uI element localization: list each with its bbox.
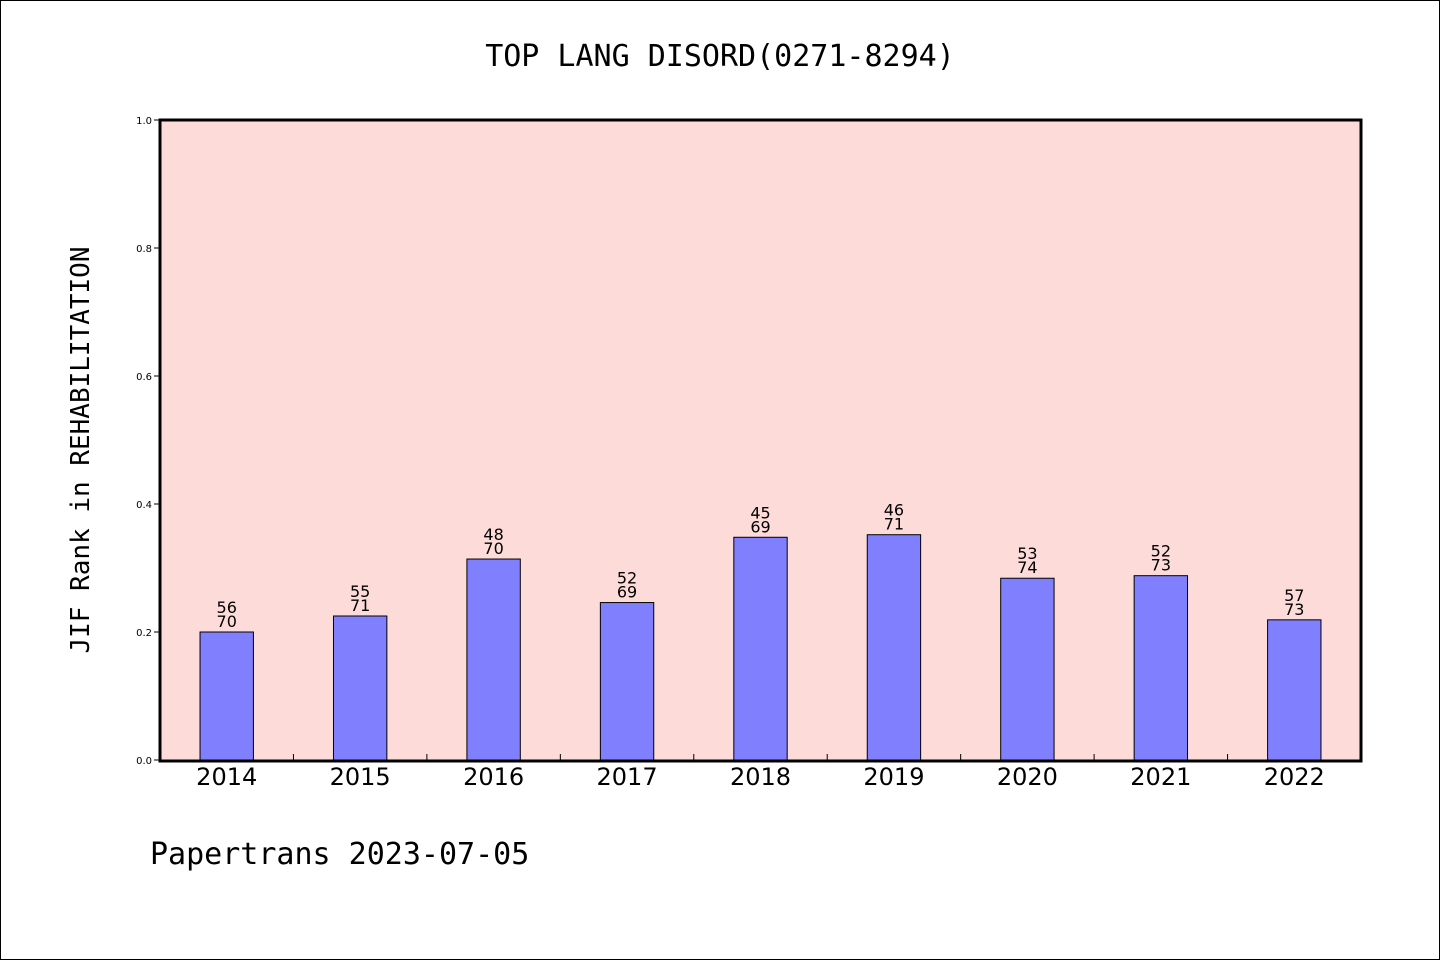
bar-2016 [466, 558, 521, 761]
bar-total-label: 70 [217, 612, 237, 631]
bar-total-label: 71 [350, 596, 370, 615]
bar-2017 [599, 602, 655, 761]
y-tick-label: 0.2 [136, 628, 152, 639]
bar-2021 [1133, 575, 1189, 761]
bar-total-label: 73 [1284, 600, 1304, 619]
bar-rank-label: 46 [884, 501, 904, 520]
bars-group [199, 534, 1322, 761]
chart-title: TOP LANG DISORD(0271-8294) [485, 39, 955, 74]
y-ticks-group: 0.0 0.2 0.4 0.6 0.8 1.0 [136, 116, 160, 767]
footer-text: Papertrans 2023-07-05 [150, 837, 529, 872]
bar-2018 [733, 536, 788, 761]
bar-total-label: 71 [884, 515, 904, 534]
plot-border [158, 118, 1363, 763]
bar-rank-label: 55 [350, 582, 370, 601]
bar-rank-label: 48 [483, 525, 503, 544]
bar-2014 [199, 631, 254, 761]
bar-2020 [1000, 577, 1055, 761]
bar-total-label: 69 [617, 583, 637, 602]
bar-rank-label: 45 [750, 503, 770, 522]
bar-total-label: 70 [483, 539, 503, 558]
y-tick-label: 1.0 [136, 116, 152, 127]
bar-rank-label: 56 [217, 598, 237, 617]
x-tick-label: 2021 [1130, 763, 1191, 791]
x-tick-label: 2017 [597, 763, 658, 791]
y-axis-label: JIF Rank in REHABILITATION [66, 247, 96, 654]
bar-2019 [866, 534, 922, 761]
y-tick-label: 0.6 [136, 372, 152, 383]
bar-rank-label: 52 [617, 569, 637, 588]
x-tick-label: 2022 [1264, 763, 1325, 791]
bar-total-label: 74 [1017, 558, 1037, 577]
bar-2015 [332, 615, 388, 761]
bar-rank-label: 52 [1151, 542, 1171, 561]
y-tick-label: 0.4 [136, 500, 152, 511]
y-tick-label: 0.0 [136, 756, 152, 767]
bar-total-label: 69 [750, 517, 770, 536]
x-tick-label: 2018 [730, 763, 791, 791]
bar-2022 [1267, 619, 1322, 761]
bar-rank-label: 53 [1017, 544, 1037, 563]
x-tick-label: 2019 [863, 763, 924, 791]
x-tick-label: 2015 [330, 763, 391, 791]
x-tick-label: 2014 [196, 763, 257, 791]
bar-total-label: 73 [1151, 556, 1171, 575]
bar-rank-label: 57 [1284, 586, 1304, 605]
x-tick-label: 2016 [463, 763, 524, 791]
y-tick-label: 0.8 [136, 244, 152, 255]
x-tick-label: 2020 [997, 763, 1058, 791]
x-ticks-group: 2014 2015 2016 2017 2018 2019 2020 2021 2022 [196, 754, 1325, 791]
